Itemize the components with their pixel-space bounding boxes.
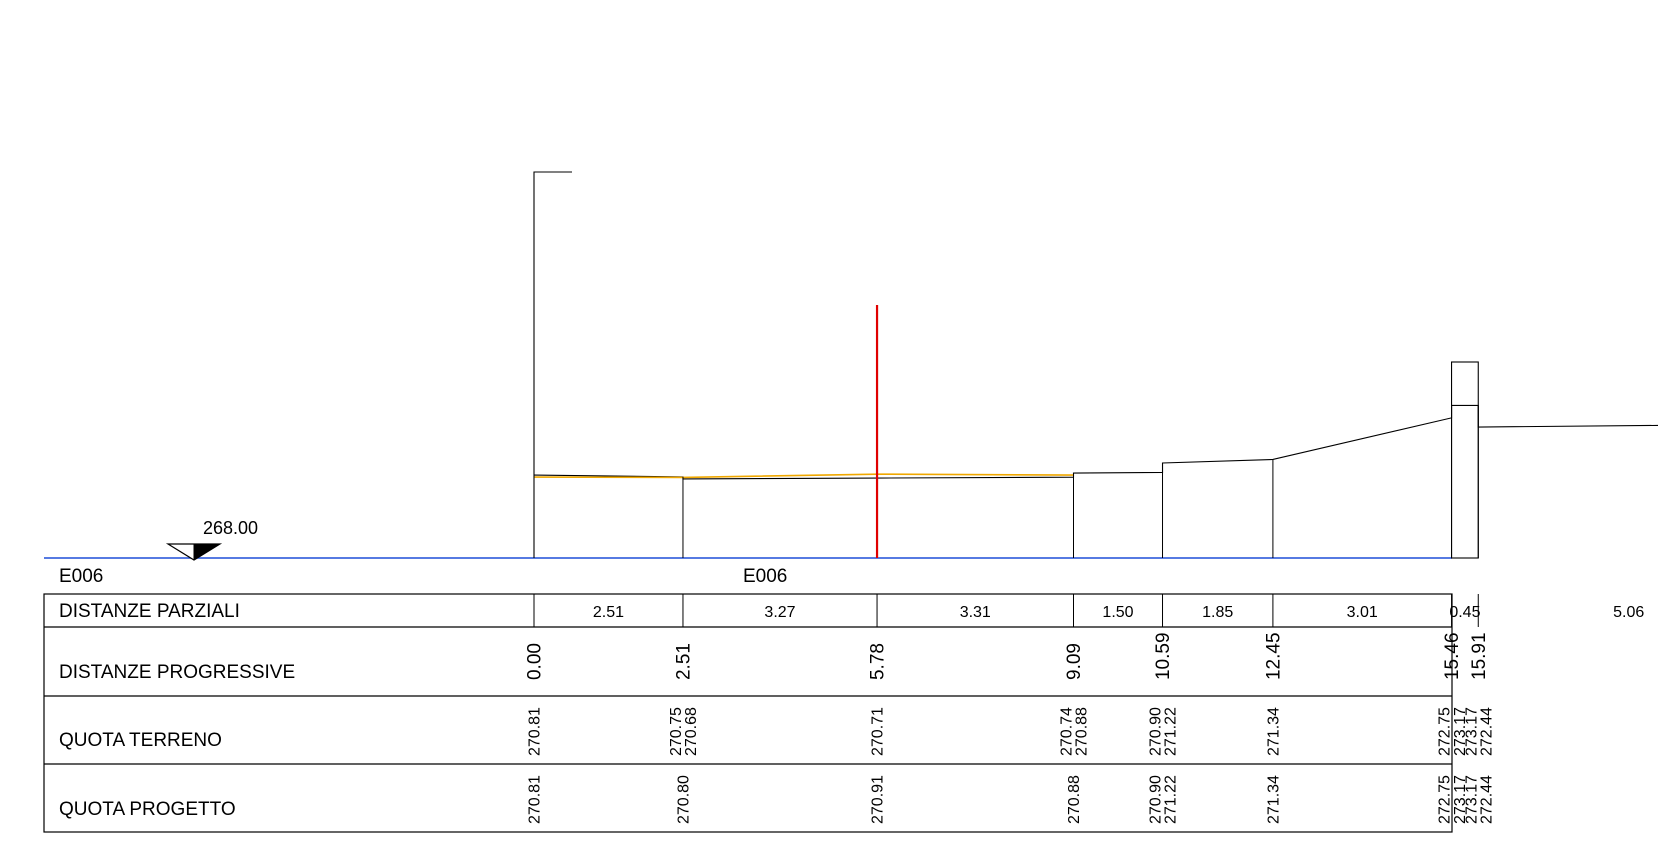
- design-elevation: 273.17: [1452, 775, 1469, 824]
- ground-elevation: 273.17: [1463, 707, 1480, 756]
- partial-distance: 0.45: [1449, 604, 1480, 621]
- ground-elevation: 270.81: [527, 707, 544, 756]
- design-elevation: 270.81: [527, 775, 544, 824]
- ground-elevation: 270.71: [870, 707, 887, 756]
- wall-element: [1451, 361, 1479, 559]
- partial-distance: 2.51: [593, 604, 624, 621]
- partial-distance: 1.85: [1202, 604, 1233, 621]
- section-id-marker: E006: [743, 566, 787, 587]
- ground-elevation: 272.75: [1437, 707, 1454, 756]
- progressive-distance: 10.59: [1153, 632, 1174, 680]
- design-elevation: 271.22: [1163, 775, 1180, 824]
- partial-distance: 3.01: [1347, 604, 1378, 621]
- section-id-left: E006: [59, 566, 103, 587]
- progressive-distance: 2.51: [674, 643, 695, 680]
- datum-symbol: [165, 543, 223, 561]
- progressive-distance: 12.45: [1264, 632, 1285, 680]
- progressive-distance: 5.78: [868, 643, 889, 680]
- progressive-distance: 15.46: [1442, 632, 1463, 680]
- progressive-distance: 0.00: [525, 643, 546, 680]
- ground-elevation: 270.68: [683, 707, 700, 756]
- design-elevation: 270.90: [1148, 775, 1165, 824]
- design-elevation: 270.80: [676, 775, 693, 824]
- table-frame: [43, 593, 1453, 833]
- progressive-distance: 9.09: [1064, 643, 1085, 680]
- partial-distance: 3.27: [764, 604, 795, 621]
- design-elevation: 270.91: [870, 775, 887, 824]
- design-line: [533, 473, 1074, 479]
- ground-elevation: 273.17: [1452, 707, 1469, 756]
- ground-elevation: 270.75: [668, 707, 685, 756]
- ground-elevation: 270.74: [1058, 707, 1075, 756]
- row-label-progetto: QUOTA PROGETTO: [59, 799, 236, 820]
- ground-line: [533, 404, 1658, 480]
- row-label-progressive: DISTANZE PROGRESSIVE: [59, 662, 295, 683]
- ground-elevation: 271.34: [1266, 707, 1283, 756]
- partial-distance: 3.31: [960, 604, 991, 621]
- ground-elevation: 270.88: [1074, 707, 1091, 756]
- progressive-distance: 15.91: [1469, 632, 1490, 680]
- datum-label: 268.00: [203, 518, 258, 538]
- design-elevation: 273.17: [1463, 775, 1480, 824]
- ground-elevation: 270.90: [1148, 707, 1165, 756]
- partial-distance: 5.06: [1613, 604, 1644, 621]
- design-elevation: 270.88: [1066, 775, 1083, 824]
- terrain-profile: [533, 171, 1658, 559]
- design-elevation: 271.34: [1266, 775, 1283, 824]
- table-values: 2.51 3.27 3.31 1.50 1.85 3.01 0.45 5.06 0.00 270.…: [525, 594, 1644, 824]
- data-table: [43, 593, 1453, 833]
- partial-distance: 1.50: [1102, 604, 1133, 621]
- ground-elevation: 272.44: [1478, 707, 1495, 756]
- ground-elevation: 271.22: [1163, 707, 1180, 756]
- row-label-terreno: QUOTA TERRENO: [59, 730, 222, 751]
- row-label-parziali: DISTANZE PARZIALI: [59, 601, 240, 622]
- design-elevation: 272.44: [1478, 775, 1495, 824]
- design-elevation: 272.75: [1437, 775, 1454, 824]
- left-extent-line: [533, 171, 572, 558]
